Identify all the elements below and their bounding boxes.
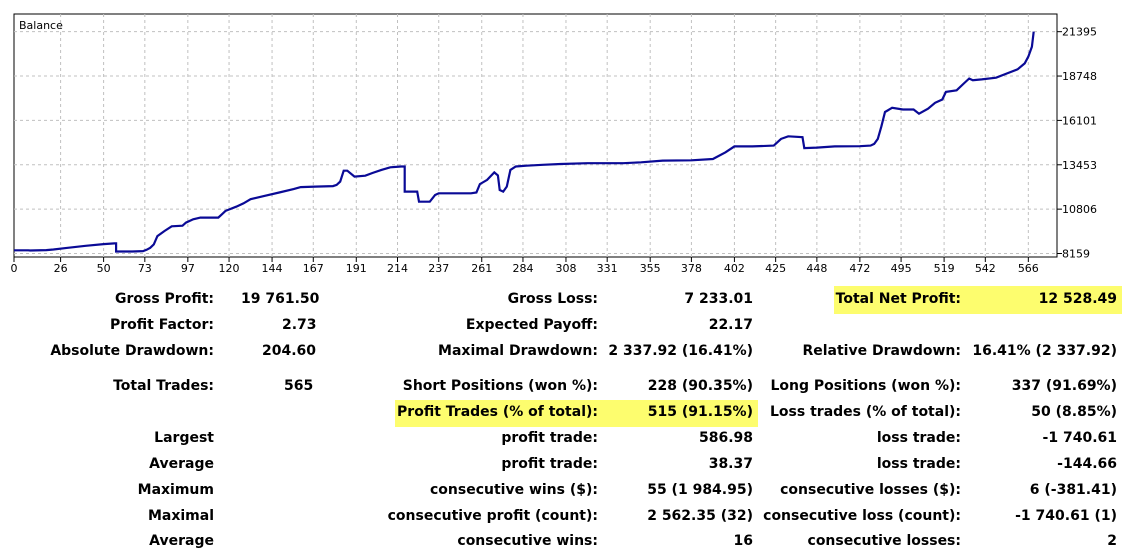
profit-trades-label: Profit Trades (% of total): <box>397 404 598 420</box>
chart-title: Balance <box>19 19 63 32</box>
largest-profit-label: profit trade: <box>501 430 598 446</box>
x-tick-label: 566 <box>1018 262 1039 275</box>
y-tick-label: 21395 <box>1062 26 1097 39</box>
x-tick-label: 50 <box>97 262 111 275</box>
maximal-loss-value: -1 740.61 (1) <box>1015 508 1117 524</box>
average-loss-value: -144.66 <box>1057 456 1117 472</box>
long-positions-label: Long Positions (won %): <box>770 378 961 394</box>
x-tick-label: 402 <box>724 262 745 275</box>
profit-factor-value: 2.73 <box>282 317 317 333</box>
average-consecutive-losses-label: consecutive losses: <box>807 533 961 549</box>
x-tick-label: 73 <box>138 262 152 275</box>
plot-area <box>13 13 1058 258</box>
x-tick-label: 378 <box>681 262 702 275</box>
total-trades-value: 565 <box>284 378 314 394</box>
x-axis: 0 26 50 73 97 120 144 167 191 214 237 261 284 308 331 3… <box>11 257 1039 275</box>
y-tick-label: 16101 <box>1062 114 1097 127</box>
x-tick-label: 0 <box>11 262 18 275</box>
x-tick-label: 284 <box>512 262 533 275</box>
x-tick-label: 519 <box>934 262 955 275</box>
total-net-profit-label: Total Net Profit: <box>835 291 961 307</box>
x-tick-label: 542 <box>975 262 996 275</box>
average-loss-label: loss trade: <box>876 456 961 472</box>
maximal-loss-label: consecutive loss (count): <box>763 508 961 524</box>
long-positions-value: 337 (91.69%) <box>1011 378 1117 394</box>
average-consecutive-label: Average <box>149 533 214 549</box>
gross-profit-value: 19 761.50 <box>241 291 320 307</box>
x-tick-label: 308 <box>555 262 576 275</box>
maximum-profit-label: consecutive wins ($): <box>429 482 598 498</box>
relative-drawdown-value: 16.41% (2 337.92) <box>972 343 1117 359</box>
profit-trades-highlight <box>395 400 758 427</box>
x-tick-label: 144 <box>262 262 283 275</box>
balance-chart: 8159 10806 13453 16101 18748 21395 0 26 50 73 97 1… <box>11 13 1097 275</box>
maximal-drawdown-value: 2 337.92 (16.41%) <box>608 343 753 359</box>
x-tick-label: 167 <box>303 262 324 275</box>
largest-profit-value: 586.98 <box>698 430 753 446</box>
loss-trades-value: 50 (8.85%) <box>1031 404 1117 420</box>
maximum-profit-value: 55 (1 984.95) <box>647 482 753 498</box>
maximum-label: Maximum <box>137 482 214 498</box>
maximal-label: Maximal <box>147 508 214 524</box>
x-tick-label: 97 <box>181 262 195 275</box>
expected-payoff-label: Expected Payoff: <box>465 317 598 333</box>
gross-profit-label: Gross Profit: <box>114 291 214 307</box>
loss-trades-label: Loss trades (% of total): <box>770 404 961 420</box>
balance-series-line <box>14 31 1035 253</box>
short-positions-label: Short Positions (won %): <box>402 378 598 394</box>
gross-loss-value: 7 233.01 <box>684 291 753 307</box>
x-tick-label: 237 <box>428 262 449 275</box>
x-tick-label: 26 <box>54 262 68 275</box>
relative-drawdown-label: Relative Drawdown: <box>802 343 961 359</box>
grid <box>14 14 1057 257</box>
total-net-profit-highlight <box>834 286 1122 314</box>
x-tick-label: 355 <box>640 262 661 275</box>
x-tick-label: 472 <box>849 262 870 275</box>
largest-loss-label: loss trade: <box>876 430 961 446</box>
maximum-loss-label: consecutive losses ($): <box>780 482 961 498</box>
average-consecutive-wins-label: consecutive wins: <box>457 533 598 549</box>
average-label: Average <box>149 456 214 472</box>
x-tick-label: 425 <box>765 262 786 275</box>
x-tick-label: 495 <box>891 262 912 275</box>
y-tick-label: 8159 <box>1062 247 1090 260</box>
x-tick-label: 214 <box>387 262 408 275</box>
y-axis: 8159 10806 13453 16101 18748 21395 <box>1057 26 1097 260</box>
expected-payoff-value: 22.17 <box>708 317 753 333</box>
short-positions-value: 228 (90.35%) <box>647 378 753 394</box>
maximal-drawdown-label: Maximal Drawdown: <box>438 343 598 359</box>
maximal-profit-value: 2 562.35 (32) <box>647 508 753 524</box>
maximal-profit-label: consecutive profit (count): <box>387 508 598 524</box>
profit-trades-value: 515 (91.15%) <box>647 404 753 420</box>
y-tick-label: 18748 <box>1062 70 1097 83</box>
absolute-drawdown-label: Absolute Drawdown: <box>50 343 214 359</box>
x-tick-label: 448 <box>806 262 827 275</box>
maximum-loss-value: 6 (-381.41) <box>1029 482 1117 498</box>
gross-loss-label: Gross Loss: <box>507 291 598 307</box>
total-trades-label: Total Trades: <box>113 378 214 394</box>
total-net-profit-value: 12 528.49 <box>1038 291 1117 307</box>
x-tick-label: 261 <box>471 262 492 275</box>
average-consecutive-wins-value: 16 <box>733 533 753 549</box>
x-tick-label: 120 <box>219 262 240 275</box>
absolute-drawdown-value: 204.60 <box>262 343 317 359</box>
largest-label: Largest <box>154 430 214 446</box>
x-tick-label: 331 <box>597 262 618 275</box>
x-tick-label: 191 <box>346 262 367 275</box>
average-profit-label: profit trade: <box>501 456 598 472</box>
profit-factor-label: Profit Factor: <box>109 317 214 333</box>
average-consecutive-losses-value: 2 <box>1107 533 1117 549</box>
y-tick-label: 13453 <box>1062 159 1097 172</box>
largest-loss-value: -1 740.61 <box>1042 430 1117 446</box>
average-profit-value: 38.37 <box>708 456 753 472</box>
y-tick-label: 10806 <box>1062 203 1097 216</box>
